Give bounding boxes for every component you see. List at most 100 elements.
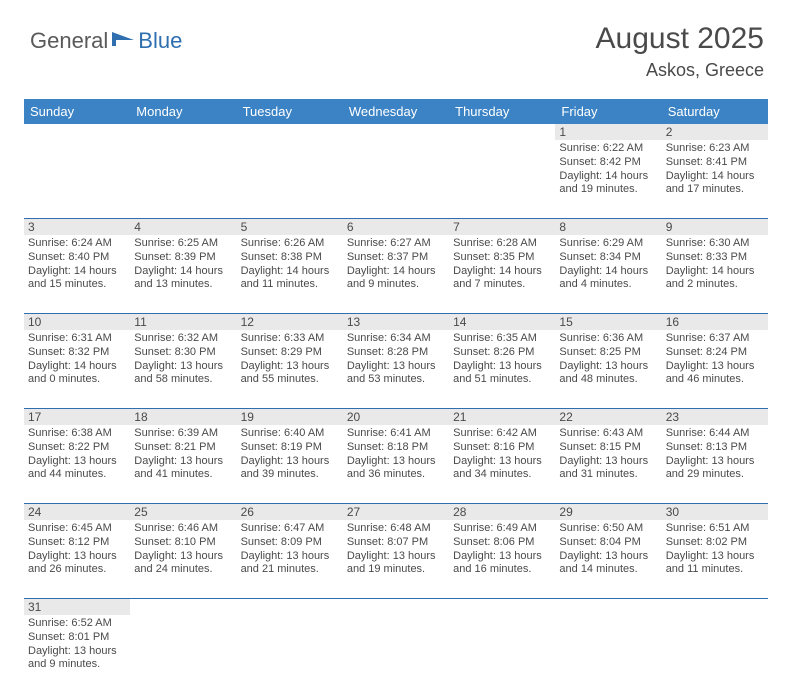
sunset-text: Sunset: 8:22 PM — [28, 441, 126, 455]
day-number-row: 12 — [24, 124, 768, 140]
sunrise-text: Sunrise: 6:34 AM — [347, 332, 445, 346]
sunset-text: Sunset: 8:42 PM — [559, 156, 657, 170]
sunrise-text: Sunrise: 6:44 AM — [666, 427, 764, 441]
sunset-text: Sunset: 8:01 PM — [28, 631, 126, 645]
daylight-text: Daylight: 14 hours and 2 minutes. — [666, 265, 764, 293]
day-number — [662, 599, 768, 615]
day-number: 9 — [662, 219, 768, 235]
day-number: 13 — [343, 314, 449, 330]
sunset-text: Sunset: 8:30 PM — [134, 346, 232, 360]
calendar-cell: Sunrise: 6:44 AMSunset: 8:13 PMDaylight:… — [662, 425, 768, 503]
day-number: 18 — [130, 409, 236, 425]
day-number: 23 — [662, 409, 768, 425]
sunset-text: Sunset: 8:29 PM — [241, 346, 339, 360]
calendar-cell: Sunrise: 6:35 AMSunset: 8:26 PMDaylight:… — [449, 330, 555, 408]
calendar-cell: Sunrise: 6:29 AMSunset: 8:34 PMDaylight:… — [555, 235, 661, 313]
sunrise-text: Sunrise: 6:48 AM — [347, 522, 445, 536]
daylight-text: Daylight: 14 hours and 4 minutes. — [559, 265, 657, 293]
day-number-row: 24252627282930 — [24, 504, 768, 520]
calendar-cell: Sunrise: 6:50 AMSunset: 8:04 PMDaylight:… — [555, 520, 661, 598]
day-number: 11 — [130, 314, 236, 330]
sunset-text: Sunset: 8:07 PM — [347, 536, 445, 550]
day-header: Sunday — [24, 99, 130, 124]
day-header: Monday — [130, 99, 236, 124]
sunset-text: Sunset: 8:16 PM — [453, 441, 551, 455]
daylight-text: Daylight: 13 hours and 46 minutes. — [666, 360, 764, 388]
calendar-cell: Sunrise: 6:27 AMSunset: 8:37 PMDaylight:… — [343, 235, 449, 313]
sunset-text: Sunset: 8:15 PM — [559, 441, 657, 455]
sunrise-text: Sunrise: 6:38 AM — [28, 427, 126, 441]
daylight-text: Daylight: 13 hours and 19 minutes. — [347, 550, 445, 578]
calendar-row: Sunrise: 6:24 AMSunset: 8:40 PMDaylight:… — [24, 235, 768, 314]
daylight-text: Daylight: 13 hours and 34 minutes. — [453, 455, 551, 483]
day-number — [24, 124, 130, 140]
sunrise-text: Sunrise: 6:43 AM — [559, 427, 657, 441]
day-number: 20 — [343, 409, 449, 425]
daylight-text: Daylight: 13 hours and 9 minutes. — [28, 645, 126, 673]
calendar-cell: Sunrise: 6:39 AMSunset: 8:21 PMDaylight:… — [130, 425, 236, 503]
sunset-text: Sunset: 8:35 PM — [453, 251, 551, 265]
calendar-cell: Sunrise: 6:24 AMSunset: 8:40 PMDaylight:… — [24, 235, 130, 313]
daylight-text: Daylight: 13 hours and 14 minutes. — [559, 550, 657, 578]
calendar-cell: Sunrise: 6:36 AMSunset: 8:25 PMDaylight:… — [555, 330, 661, 408]
daylight-text: Daylight: 13 hours and 51 minutes. — [453, 360, 551, 388]
sunrise-text: Sunrise: 6:49 AM — [453, 522, 551, 536]
day-number — [237, 599, 343, 615]
daylight-text: Daylight: 13 hours and 55 minutes. — [241, 360, 339, 388]
sunrise-text: Sunrise: 6:31 AM — [28, 332, 126, 346]
day-header: Tuesday — [237, 99, 343, 124]
calendar-cell — [237, 140, 343, 218]
sunrise-text: Sunrise: 6:29 AM — [559, 237, 657, 251]
daylight-text: Daylight: 14 hours and 0 minutes. — [28, 360, 126, 388]
sunset-text: Sunset: 8:10 PM — [134, 536, 232, 550]
calendar-cell — [130, 140, 236, 218]
day-number-row: 17181920212223 — [24, 409, 768, 425]
sunset-text: Sunset: 8:09 PM — [241, 536, 339, 550]
daylight-text: Daylight: 14 hours and 9 minutes. — [347, 265, 445, 293]
sunrise-text: Sunrise: 6:47 AM — [241, 522, 339, 536]
calendar-cell: Sunrise: 6:51 AMSunset: 8:02 PMDaylight:… — [662, 520, 768, 598]
sunrise-text: Sunrise: 6:46 AM — [134, 522, 232, 536]
sunset-text: Sunset: 8:02 PM — [666, 536, 764, 550]
calendar-cell — [343, 615, 449, 693]
daylight-text: Daylight: 13 hours and 48 minutes. — [559, 360, 657, 388]
day-number: 12 — [237, 314, 343, 330]
daylight-text: Daylight: 13 hours and 29 minutes. — [666, 455, 764, 483]
daylight-text: Daylight: 13 hours and 41 minutes. — [134, 455, 232, 483]
day-number: 2 — [662, 124, 768, 140]
sunrise-text: Sunrise: 6:51 AM — [666, 522, 764, 536]
sunset-text: Sunset: 8:33 PM — [666, 251, 764, 265]
daylight-text: Daylight: 14 hours and 19 minutes. — [559, 170, 657, 198]
daylight-text: Daylight: 13 hours and 31 minutes. — [559, 455, 657, 483]
sunrise-text: Sunrise: 6:37 AM — [666, 332, 764, 346]
day-header: Thursday — [449, 99, 555, 124]
calendar-cell: Sunrise: 6:42 AMSunset: 8:16 PMDaylight:… — [449, 425, 555, 503]
calendar-body: 12Sunrise: 6:22 AMSunset: 8:42 PMDayligh… — [24, 124, 768, 693]
sunrise-text: Sunrise: 6:40 AM — [241, 427, 339, 441]
sunset-text: Sunset: 8:41 PM — [666, 156, 764, 170]
daylight-text: Daylight: 13 hours and 26 minutes. — [28, 550, 126, 578]
day-header: Wednesday — [343, 99, 449, 124]
calendar-row: Sunrise: 6:31 AMSunset: 8:32 PMDaylight:… — [24, 330, 768, 409]
day-number: 4 — [130, 219, 236, 235]
day-number — [343, 124, 449, 140]
calendar-cell: Sunrise: 6:26 AMSunset: 8:38 PMDaylight:… — [237, 235, 343, 313]
daylight-text: Daylight: 14 hours and 13 minutes. — [134, 265, 232, 293]
calendar-cell: Sunrise: 6:40 AMSunset: 8:19 PMDaylight:… — [237, 425, 343, 503]
calendar-row: Sunrise: 6:45 AMSunset: 8:12 PMDaylight:… — [24, 520, 768, 599]
calendar-cell — [449, 615, 555, 693]
sunset-text: Sunset: 8:06 PM — [453, 536, 551, 550]
day-number — [555, 599, 661, 615]
calendar-cell: Sunrise: 6:28 AMSunset: 8:35 PMDaylight:… — [449, 235, 555, 313]
sunrise-text: Sunrise: 6:30 AM — [666, 237, 764, 251]
day-number: 17 — [24, 409, 130, 425]
day-number: 28 — [449, 504, 555, 520]
sunset-text: Sunset: 8:40 PM — [28, 251, 126, 265]
sunrise-text: Sunrise: 6:45 AM — [28, 522, 126, 536]
sunset-text: Sunset: 8:38 PM — [241, 251, 339, 265]
calendar-cell: Sunrise: 6:45 AMSunset: 8:12 PMDaylight:… — [24, 520, 130, 598]
month-title: August 2025 — [596, 22, 764, 56]
daylight-text: Daylight: 13 hours and 44 minutes. — [28, 455, 126, 483]
sunset-text: Sunset: 8:19 PM — [241, 441, 339, 455]
sunrise-text: Sunrise: 6:28 AM — [453, 237, 551, 251]
